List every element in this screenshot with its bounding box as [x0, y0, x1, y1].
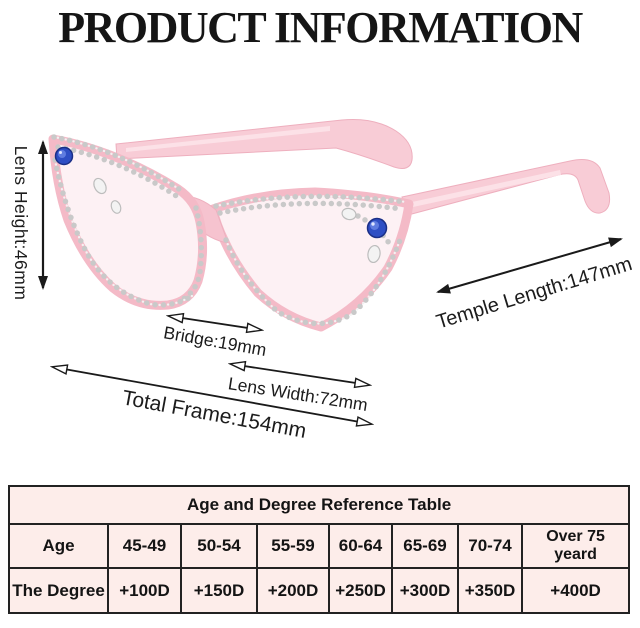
degree-cell: +200D [256, 567, 330, 614]
bridge-arrow [169, 316, 261, 330]
age-row-header: Age [8, 523, 109, 569]
age-cell: 50-54 [180, 523, 258, 569]
temple-length-arrow [436, 237, 623, 294]
rhinestone-sparkle [52, 135, 408, 325]
right-temple-arm [401, 159, 611, 216]
blue-gem-right [366, 217, 388, 239]
degree-cell: +150D [180, 567, 258, 614]
rhinestone-chains [51, 134, 409, 327]
age-cell: 60-64 [328, 523, 393, 569]
age-cell: 65-69 [391, 523, 459, 569]
age-cell: 70-74 [457, 523, 523, 569]
left-lens [48, 134, 208, 310]
page-title: PRODUCT INFORMATION [58, 3, 583, 52]
left-temple-highlight [126, 126, 330, 152]
degree-row-header: The Degree [8, 567, 109, 614]
blue-gem-left [54, 146, 74, 166]
total-frame-arrow [53, 367, 371, 424]
left-temple-arm [115, 119, 413, 169]
table-title: Age and Degree Reference Table [7, 485, 631, 525]
degree-cell: +350D [457, 567, 523, 614]
age-cell: Over 75 yeard [520, 523, 631, 569]
white-gems [93, 177, 381, 264]
degree-cell: +400D [520, 567, 631, 614]
lens-height-label: Lens Height:46mm [11, 146, 31, 301]
degree-cell: +100D [107, 567, 182, 614]
age-cell: 55-59 [256, 523, 330, 569]
right-temple-highlight [412, 170, 561, 207]
right-lens [208, 187, 414, 332]
age-cell: 45-49 [107, 523, 182, 569]
age-degree-reference-table: Age and Degree Reference Table Age 45-49… [7, 485, 631, 614]
degree-cell: +300D [391, 567, 459, 614]
glasses-illustration [48, 119, 611, 332]
degree-cell: +250D [328, 567, 393, 614]
